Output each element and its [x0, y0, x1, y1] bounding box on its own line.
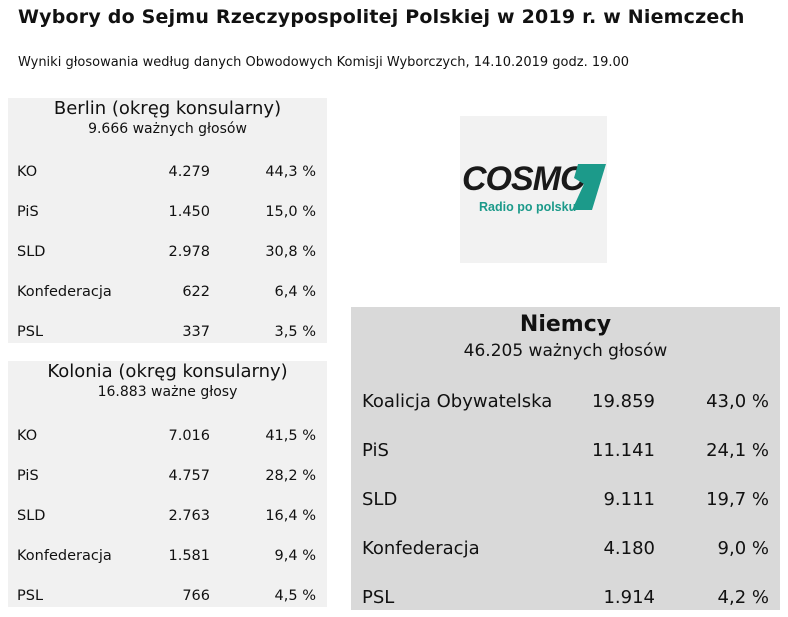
party-votes: 1.581 [168, 548, 210, 564]
party-votes: 19.859 [592, 391, 655, 412]
logo-seven-icon [572, 164, 606, 210]
party-pct: 41,5 % [265, 428, 316, 444]
logo-tagline: Radio po polsku [479, 200, 577, 214]
kolonia-results-panel: Kolonia (okręg konsularny) 16.883 ważne … [8, 361, 327, 607]
party-pct: 30,8 % [265, 244, 316, 260]
party-pct: 19,7 % [706, 489, 769, 510]
panel-title: Niemcy [519, 312, 612, 337]
party-votes: 1.450 [168, 204, 210, 220]
party-name: PSL [17, 324, 44, 340]
party-votes: 337 [182, 324, 210, 340]
party-name: PiS [17, 204, 39, 220]
party-name: KO [17, 428, 38, 444]
page-title: Wybory do Sejmu Rzeczypospolitej Polskie… [18, 6, 745, 28]
party-pct: 43,0 % [706, 391, 769, 412]
party-votes: 2.763 [168, 508, 210, 524]
party-pct: 9,4 % [274, 548, 316, 564]
panel-title: Berlin (okręg konsularny) [53, 98, 282, 119]
party-name: SLD [362, 489, 398, 510]
party-pct: 15,0 % [265, 204, 316, 220]
party-votes: 4.279 [168, 164, 210, 180]
logo-wordmark: COSMO [462, 160, 586, 198]
valid-votes: 46.205 ważnych głosów [463, 341, 668, 361]
party-name: PiS [362, 440, 389, 461]
party-name: PiS [17, 468, 39, 484]
party-votes: 2.978 [168, 244, 210, 260]
party-votes: 4.757 [168, 468, 210, 484]
party-pct: 4,5 % [274, 588, 316, 604]
party-pct: 6,4 % [274, 284, 316, 300]
party-votes: 1.914 [603, 587, 655, 608]
party-name: Koalicja Obywatelska [362, 391, 553, 412]
party-pct: 44,3 % [265, 164, 316, 180]
panel-title: Kolonia (okręg konsularny) [47, 361, 288, 382]
party-pct: 16,4 % [265, 508, 316, 524]
party-name: Konfederacja [17, 284, 112, 300]
page-subtitle: Wyniki głosowania według danych Obwodowy… [18, 55, 630, 70]
valid-votes: 9.666 ważnych głosów [88, 121, 247, 137]
party-pct: 28,2 % [265, 468, 316, 484]
party-name: KO [17, 164, 38, 180]
party-name: PSL [17, 588, 44, 604]
party-name: Konfederacja [17, 548, 112, 564]
valid-votes: 16.883 ważne głosy [97, 384, 238, 400]
party-name: SLD [17, 508, 46, 524]
party-pct: 4,2 % [717, 587, 769, 608]
party-votes: 9.111 [603, 489, 655, 510]
party-name: PSL [362, 587, 395, 608]
party-pct: 9,0 % [717, 538, 769, 559]
berlin-results-panel: Berlin (okręg konsularny) 9.666 ważnych … [8, 98, 327, 343]
party-votes: 11.141 [592, 440, 655, 461]
party-pct: 3,5 % [274, 324, 316, 340]
party-name: SLD [17, 244, 46, 260]
cosmo-logo: COSMO Radio po polsku [460, 116, 607, 263]
party-votes: 622 [182, 284, 210, 300]
party-votes: 7.016 [168, 428, 210, 444]
party-name: Konfederacja [362, 538, 480, 559]
party-votes: 766 [182, 588, 210, 604]
party-votes: 4.180 [603, 538, 655, 559]
niemcy-results-panel: Niemcy 46.205 ważnych głosów Koalicja Ob… [351, 307, 780, 610]
party-pct: 24,1 % [706, 440, 769, 461]
